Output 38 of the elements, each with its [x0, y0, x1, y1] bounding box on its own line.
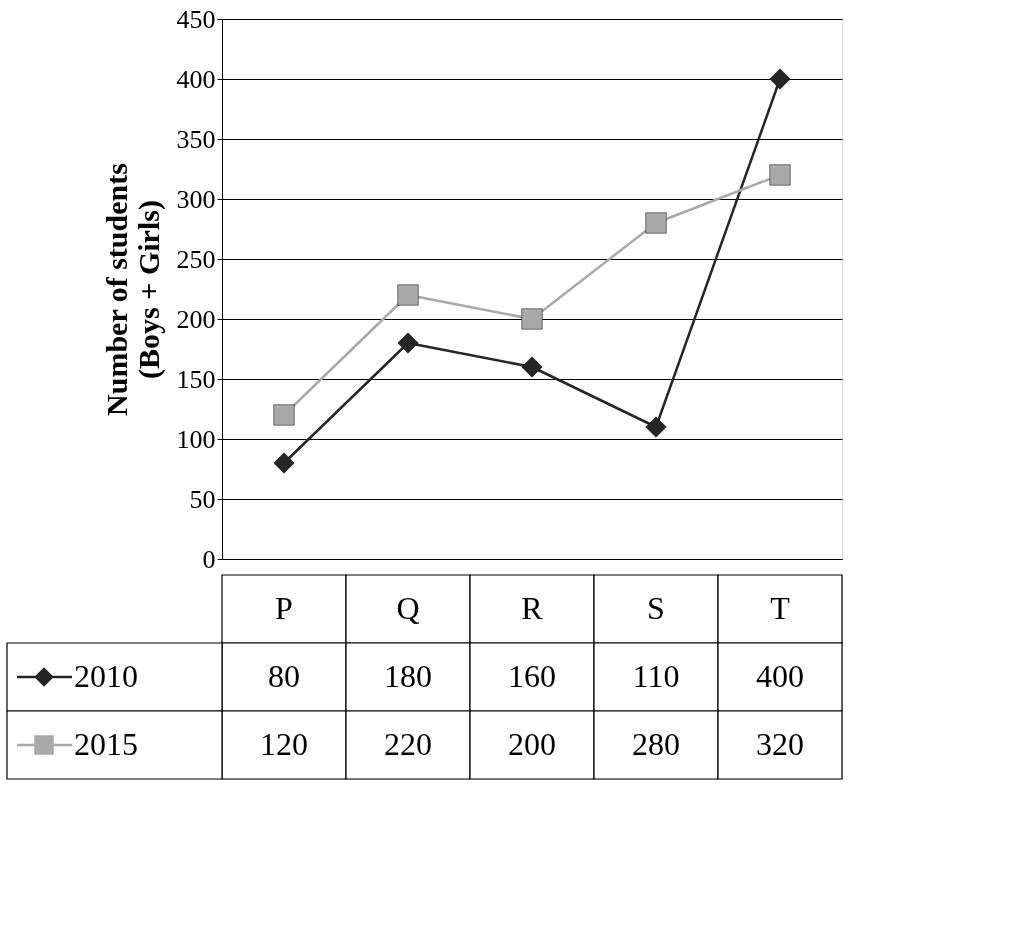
- point: [645, 212, 667, 234]
- point: [769, 68, 791, 90]
- x-tick-label: Q: [396, 590, 420, 626]
- point: [397, 284, 419, 306]
- y-tick-label: 300: [176, 184, 216, 214]
- data-label: 160: [508, 658, 556, 694]
- point: [397, 332, 419, 354]
- x-tick-label: S: [647, 590, 665, 626]
- data-label: 80: [268, 658, 300, 694]
- y-tick-label: 350: [176, 124, 216, 154]
- data-label: 180: [384, 658, 432, 694]
- y-tick-label: 0: [202, 544, 216, 574]
- data-label: 220: [384, 726, 432, 762]
- y-tick-label: 150: [176, 364, 216, 394]
- x-tick-label: T: [770, 590, 791, 626]
- data-label: 400: [756, 658, 804, 694]
- data-label: 200: [508, 726, 556, 762]
- point: [521, 356, 543, 378]
- y-tick-label: 50: [189, 484, 216, 514]
- y-tick-label: 400: [176, 64, 216, 94]
- y-axis-title: Number of students (Boys + Girls): [99, 163, 166, 416]
- legend-label: 2015: [74, 726, 138, 762]
- data-label: 320: [756, 726, 804, 762]
- data-label: 110: [632, 658, 680, 694]
- point: [521, 308, 543, 330]
- legend-label: 2010: [74, 658, 138, 694]
- x-tick-label: R: [521, 590, 544, 626]
- y-tick-label: 100: [176, 424, 216, 454]
- point: [645, 416, 667, 438]
- point: [769, 164, 791, 186]
- y-tick-label: 450: [176, 4, 216, 34]
- data-label: 280: [632, 726, 680, 762]
- point: [273, 404, 295, 426]
- y-tick-label: 250: [176, 244, 216, 274]
- data-label: 120: [260, 726, 308, 762]
- point: [273, 452, 295, 474]
- x-tick-label: P: [275, 590, 293, 626]
- y-tick-label: 200: [176, 304, 216, 334]
